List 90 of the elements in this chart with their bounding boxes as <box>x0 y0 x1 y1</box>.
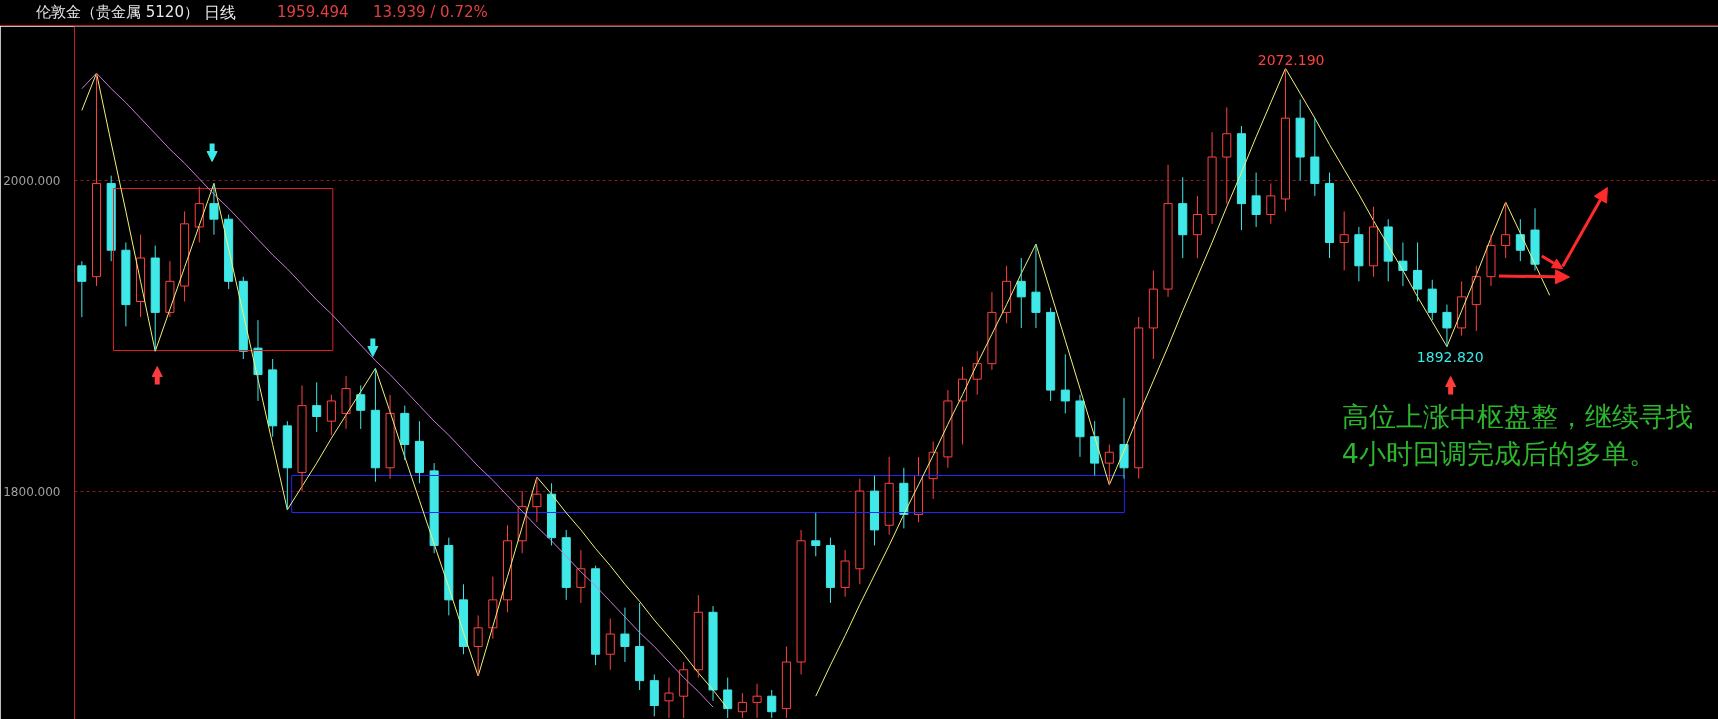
candlestick <box>811 512 821 557</box>
candlestick <box>429 462 439 554</box>
text: 1959.494 <box>277 2 349 23</box>
y-tick-label: 1800.000 <box>3 484 61 499</box>
annotation: 2072.190 <box>1257 51 1325 68</box>
y-tick-label: 2000.000 <box>3 173 61 188</box>
candlestick <box>1060 353 1070 414</box>
candlestick <box>1090 420 1100 477</box>
candlestick <box>869 475 880 546</box>
candlestick <box>1295 99 1305 181</box>
candlestick <box>972 350 982 396</box>
candlestick <box>1207 131 1217 225</box>
candlestick <box>1501 201 1511 259</box>
annotation: 高位上涨中枢盘整，继续寻找 4小时回调完成后的多单。 <box>1341 400 1693 469</box>
candlestick <box>884 456 894 536</box>
candlestick <box>767 689 777 719</box>
candlestick <box>1324 172 1335 259</box>
candlestick <box>620 607 630 663</box>
text: 13.939 / 0.72% <box>373 2 488 23</box>
candlestick <box>855 478 865 585</box>
candlestick <box>165 260 175 318</box>
candlestick <box>1486 234 1496 287</box>
candlestick <box>1427 279 1437 321</box>
candlestick <box>649 673 659 717</box>
candlestick <box>1104 443 1114 486</box>
candlestick <box>1016 257 1026 329</box>
candlestick <box>473 614 483 677</box>
candlestick <box>1236 125 1246 231</box>
candlestick <box>635 602 645 691</box>
candlestick <box>385 394 395 480</box>
candlestick <box>268 358 278 438</box>
candlestick <box>1075 394 1085 458</box>
candlestick <box>943 389 953 469</box>
candlestick <box>326 394 336 436</box>
candlestick <box>591 565 601 666</box>
candlestick <box>1515 218 1525 262</box>
annotation: 1892.820 <box>1416 348 1484 365</box>
candlestick <box>297 384 307 492</box>
candlestick <box>458 583 469 655</box>
candlestick <box>370 367 380 483</box>
candlestick <box>1471 265 1481 332</box>
candlestick <box>723 677 733 719</box>
candlestick <box>488 576 498 640</box>
candlestick <box>1413 241 1423 303</box>
candlestick <box>708 605 718 702</box>
candlestick <box>91 72 102 287</box>
candlestick <box>840 549 850 598</box>
candlestick <box>77 260 87 318</box>
candlestick <box>1222 106 1232 205</box>
candlestick <box>1369 206 1379 278</box>
candlestick <box>1339 210 1349 271</box>
candlestick <box>1251 172 1261 228</box>
candlestick <box>1163 164 1173 298</box>
line-series <box>81 72 714 708</box>
candlestick <box>282 420 292 511</box>
candlestick <box>312 381 322 433</box>
candlestick <box>1031 243 1041 329</box>
candlestick <box>502 524 513 613</box>
candlestick <box>121 241 131 327</box>
chart-subtitle: 日线 <box>204 2 236 24</box>
candlestick <box>1442 304 1452 348</box>
candlestick <box>1383 218 1393 282</box>
candlestick <box>1178 176 1188 259</box>
candlestick <box>576 549 586 604</box>
candlestick <box>150 245 160 352</box>
candlestick <box>987 291 997 371</box>
candlestick <box>693 594 703 679</box>
candlestick <box>605 618 615 671</box>
candlestick <box>253 319 263 402</box>
candlestick <box>1266 182 1276 225</box>
candlestick <box>341 375 351 430</box>
candlestick <box>796 529 806 675</box>
candlestick <box>194 186 204 243</box>
candlestick <box>356 384 366 430</box>
candlestick <box>414 420 424 484</box>
candlestick <box>561 529 571 601</box>
candlestick <box>532 476 542 523</box>
candlestick <box>1310 117 1320 197</box>
candlestick <box>1134 316 1144 480</box>
candlestick <box>899 467 909 529</box>
candlestick <box>1280 67 1291 212</box>
candlestick <box>1119 397 1129 480</box>
candlestick <box>1002 265 1012 324</box>
candlestick <box>180 210 190 303</box>
candlestick <box>1530 207 1540 271</box>
chart-title: 伦敦金（贵金属 5120） <box>36 2 199 23</box>
candlestick <box>1148 269 1158 360</box>
candlestick <box>1192 195 1202 259</box>
candlestick <box>209 182 219 236</box>
candlestick <box>1354 226 1364 282</box>
